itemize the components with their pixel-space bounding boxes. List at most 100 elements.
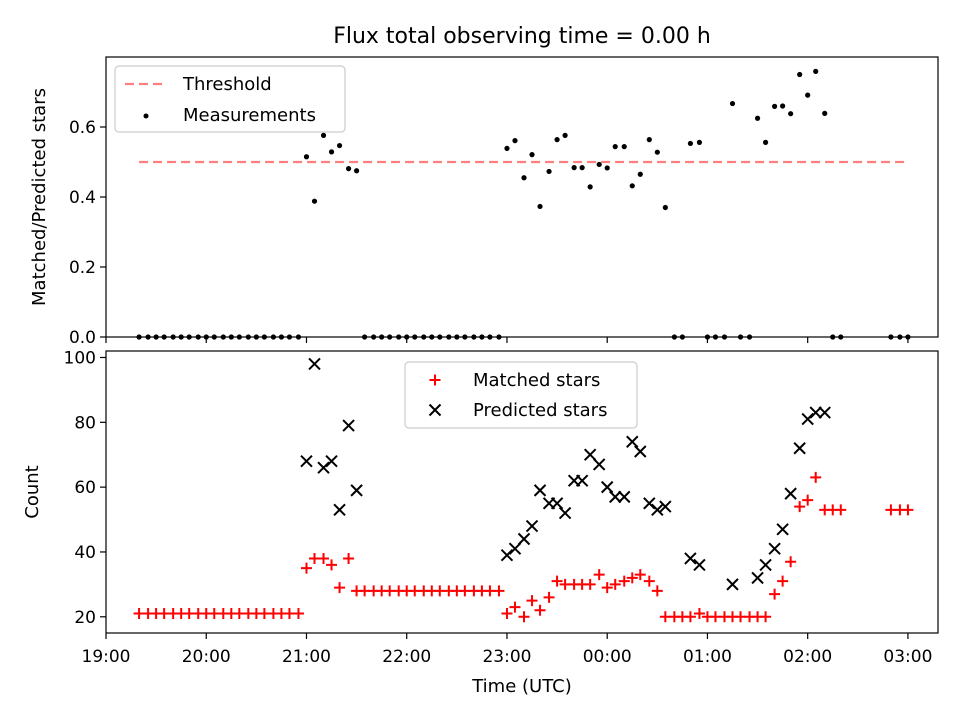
measurement-point [546,168,552,175]
bottom-x-tick-label: 20:00 [182,647,231,667]
measurement-point [712,334,719,340]
measurement-point [303,154,310,160]
predicted-star-point [684,552,697,565]
matched-star-point [509,601,521,613]
measurement-point [429,334,435,340]
measurement-point [822,110,828,116]
matched-star-point [693,608,705,620]
top-y-tick-label: 0.0 [69,328,96,348]
top-y-tick-label: 0.6 [69,118,96,138]
measurement-point [371,334,377,340]
measurement-point [780,103,786,109]
predicted-star-point [558,506,572,520]
matched-star-point [334,582,346,594]
measurement-point [446,334,452,340]
measurement-point [562,132,568,138]
predicted-star-point [317,461,330,474]
matched-star-point [609,578,621,590]
measurement-point [687,140,694,147]
bottom-x-axis-ticks: 19:00 20:00 21:00 22:00 23:00 00:00 01:00 02:00… [82,633,932,667]
measurement-point [805,92,811,98]
measurement-point [245,334,251,340]
matched-star-point [684,611,696,623]
matched-star-point [526,595,538,607]
predicted-star-point [308,357,321,371]
bottom-y-tick-label: 100 [64,348,96,368]
measurement-point [228,334,234,340]
measurement-point [905,334,911,340]
matched-star-point [584,578,596,590]
predicted-star-point [759,558,772,572]
matched-star-point [534,604,546,616]
predicted-star-point [533,484,547,497]
matched-star-point [318,552,330,564]
bottom-x-tick-label: 03:00 [883,647,932,667]
measurement-point [253,334,259,340]
matched-star-point [626,572,638,584]
matched-star-point [643,575,655,587]
measurement-point [762,139,769,145]
measurement-point [462,334,468,340]
legend-measurements-swatch [143,113,149,119]
measurement-point [746,334,753,340]
predicted-star-point [726,578,739,591]
predicted-star-point [809,406,822,419]
bottom-y-tick-label: 80 [74,413,96,433]
measurement-point [454,334,460,340]
measurement-point [521,175,527,181]
measurement-points [136,68,911,340]
predicted-star-point [634,445,647,458]
predicted-star-point [508,542,522,555]
measurement-point [278,334,285,340]
measurement-point [646,137,652,143]
bottom-x-tick-label: 00:00 [583,647,632,667]
measurement-point [136,334,142,340]
measurement-point [345,166,352,172]
measurement-point [571,165,577,171]
matched-star-point [785,556,797,568]
matched-star-point [651,585,663,597]
measurement-point [186,334,192,340]
measurement-point [704,334,711,340]
predicted-star-point [600,480,614,494]
measurement-point [379,334,385,340]
matched-star-point [618,575,630,587]
matched-star-point [760,611,772,623]
top-legend: Threshold Measurements [114,65,346,133]
measurement-point [295,334,302,340]
matched-star-point [551,575,563,587]
measurement-point [396,334,402,340]
predicted-star-point [818,406,831,419]
matched-star-point [802,494,814,506]
matched-star-point [326,559,338,571]
measurement-point [261,334,267,340]
measurement-point [729,100,736,107]
bottom-x-tick-label: 22:00 [382,647,431,667]
matched-star-point [769,588,781,600]
measurement-point [629,183,635,189]
matched-star-point [593,569,605,581]
measurement-point [270,334,277,340]
measurement-point [888,334,894,340]
measurement-point [587,184,593,190]
measurement-point [504,145,510,151]
measurement-point [203,334,209,340]
measurement-point [696,139,703,145]
measurement-point [220,334,226,340]
measurement-point [721,334,728,340]
measurement-point [178,334,184,340]
bottom-y-axis-label: Count [22,465,43,518]
measurement-point [479,334,485,340]
measurement-point [362,334,368,340]
measurement-point [596,161,602,168]
measurement-point [286,334,293,340]
measurement-point [211,334,217,340]
matched-star-point [794,501,806,513]
matched-star-point [634,569,646,581]
measurement-point [421,334,427,340]
bottom-panel: 20 40 60 80 100 19:00 20:00 21:00 22:00 23:00 00:… [22,348,939,697]
measurement-point [195,334,201,340]
predicted-star-point [793,442,806,455]
bottom-y-tick-label: 60 [74,478,96,498]
bottom-x-tick-label: 21:00 [282,647,331,667]
